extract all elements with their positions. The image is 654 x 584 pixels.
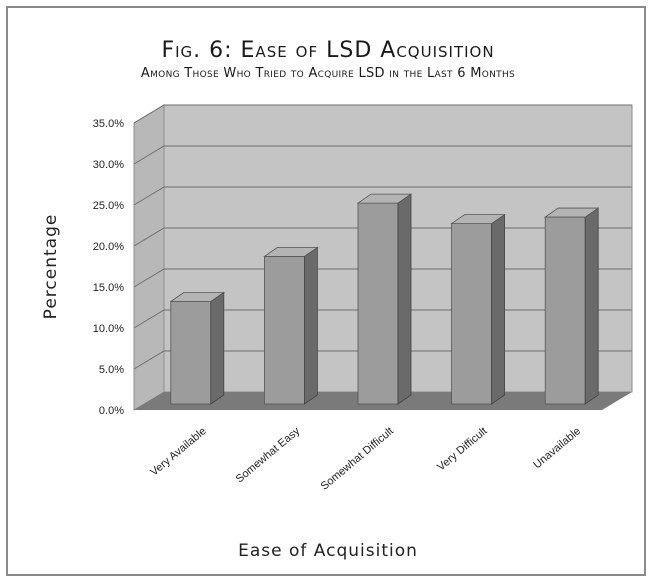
bar-top bbox=[169, 292, 226, 302]
bar bbox=[451, 223, 493, 405]
bar bbox=[357, 202, 399, 405]
x-tick-label: Somewhat Difficult bbox=[319, 425, 396, 493]
x-tick-label: Unavailable bbox=[531, 425, 583, 471]
chart-subtitle: Among Those Who Tried to Acquire LSD in … bbox=[140, 66, 516, 81]
x-axis-title: Ease of Acquisition bbox=[238, 541, 418, 561]
bar-top bbox=[263, 246, 319, 257]
y-tick-label: 30.0% bbox=[93, 159, 124, 171]
y-tick-label: 10.0% bbox=[93, 323, 124, 335]
y-tick-label: 20.0% bbox=[93, 241, 124, 253]
y-tick-label: 15.0% bbox=[93, 282, 124, 294]
bar-top bbox=[543, 207, 600, 218]
gridline bbox=[133, 186, 632, 206]
y-tick-label: 0.0% bbox=[99, 405, 124, 417]
chart-side-wall bbox=[133, 104, 165, 411]
y-axis-title: Percentage bbox=[41, 214, 61, 320]
x-tick-label: Very Difficult bbox=[435, 425, 489, 473]
y-tick-label: 25.0% bbox=[93, 200, 124, 212]
gridline bbox=[133, 104, 632, 124]
bar bbox=[544, 216, 586, 405]
bar-side bbox=[491, 213, 506, 405]
chart-figure: Fig. 6: Ease of LSD Acquisition Among Th… bbox=[6, 6, 646, 576]
bar-side bbox=[397, 193, 412, 405]
chart-plot-area: 0.0% 5.0% 10.0% 15.0% 20.0% 25.0% 30.0% 35.0% Ve… bbox=[41, 104, 633, 561]
gridline bbox=[133, 145, 632, 165]
bar bbox=[170, 301, 212, 405]
bar-side bbox=[303, 246, 318, 405]
chart-title: Fig. 6: Ease of LSD Acquisition bbox=[161, 38, 495, 63]
y-tick-label: 35.0% bbox=[93, 118, 124, 130]
bar-top bbox=[450, 214, 506, 225]
bar-side bbox=[210, 291, 225, 405]
bar-side bbox=[584, 207, 599, 405]
bar-top bbox=[356, 193, 413, 204]
x-tick-label: Somewhat Easy bbox=[234, 425, 303, 486]
y-tick-label: 5.0% bbox=[99, 364, 124, 376]
bar bbox=[263, 255, 305, 405]
x-tick-label: Very Available bbox=[148, 425, 208, 478]
